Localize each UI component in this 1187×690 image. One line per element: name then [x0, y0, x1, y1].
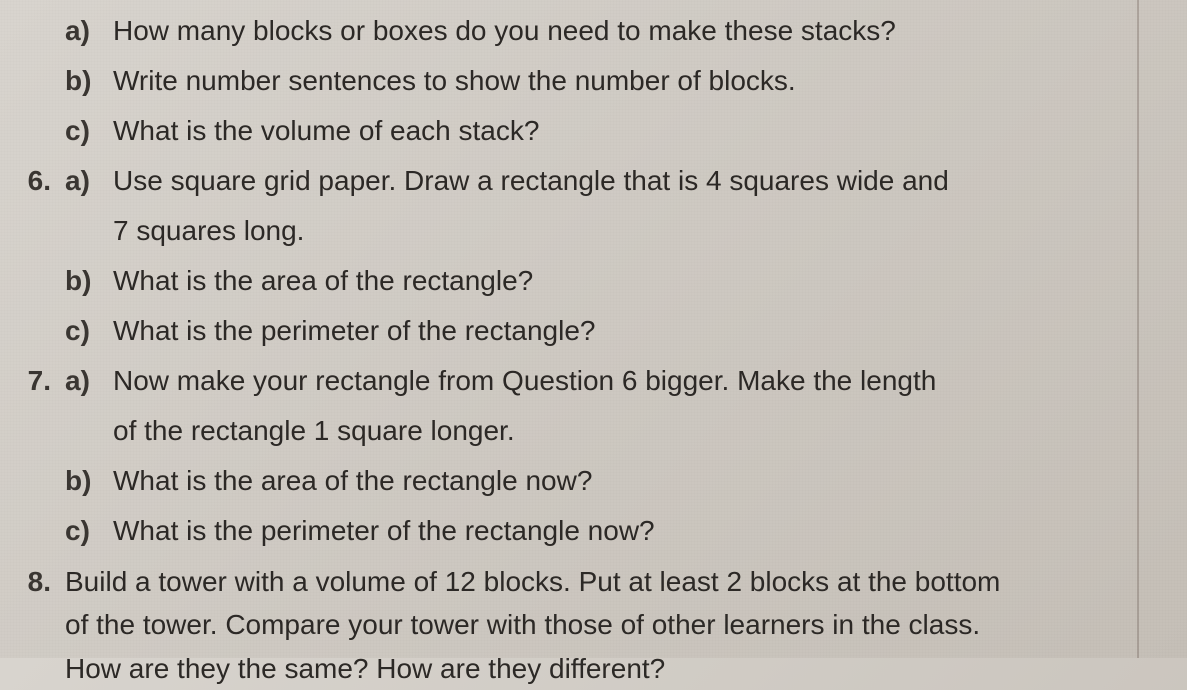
q8-line3: How are they the same? How are they diff…: [65, 647, 1137, 690]
q7c-text: What is the perimeter of the rectangle n…: [113, 510, 1137, 552]
q5a-text: How many blocks or boxes do you need to …: [113, 10, 1137, 52]
q5c-letter: c): [65, 110, 113, 152]
q5a-letter: a): [65, 10, 113, 52]
q5b-row: b) Write number sentences to show the nu…: [65, 60, 1137, 102]
q7-number: 7.: [15, 360, 65, 402]
q6a-letter: a): [65, 160, 113, 202]
q5a-row: a) How many blocks or boxes do you need …: [65, 10, 1137, 52]
q7a-text: Now make your rectangle from Question 6 …: [113, 360, 1137, 402]
q6-number: 6.: [15, 160, 65, 202]
q7a-row: 7. a) Now make your rectangle from Quest…: [15, 360, 1137, 402]
q5c-text: What is the volume of each stack?: [113, 110, 1137, 152]
q7a-cont: of the rectangle 1 square longer.: [113, 410, 1137, 452]
q8-line1: Build a tower with a volume of 12 blocks…: [65, 560, 1000, 603]
q6a-cont: 7 squares long.: [113, 210, 1137, 252]
q8-number: 8.: [15, 560, 65, 603]
q6b-letter: b): [65, 260, 113, 302]
q7b-text: What is the area of the rectangle now?: [113, 460, 1137, 502]
q6a-row: 6. a) Use square grid paper. Draw a rect…: [15, 160, 1137, 202]
q5b-letter: b): [65, 60, 113, 102]
q6a-text: Use square grid paper. Draw a rectangle …: [113, 160, 1137, 202]
q7c-row: c) What is the perimeter of the rectangl…: [65, 510, 1137, 552]
q6c-text: What is the perimeter of the rectangle?: [113, 310, 1137, 352]
q6b-row: b) What is the area of the rectangle?: [65, 260, 1137, 302]
q8-block: 8. Build a tower with a volume of 12 blo…: [65, 560, 1137, 690]
q6c-row: c) What is the perimeter of the rectangl…: [65, 310, 1137, 352]
q6c-letter: c): [65, 310, 113, 352]
q6b-text: What is the area of the rectangle?: [113, 260, 1137, 302]
q8-line2: of the tower. Compare your tower with th…: [65, 603, 1137, 646]
q8-row1: 8. Build a tower with a volume of 12 blo…: [15, 560, 1137, 603]
q7b-letter: b): [65, 460, 113, 502]
q7b-row: b) What is the area of the rectangle now…: [65, 460, 1137, 502]
q5b-text: Write number sentences to show the numbe…: [113, 60, 1137, 102]
q7a-letter: a): [65, 360, 113, 402]
q5c-row: c) What is the volume of each stack?: [65, 110, 1137, 152]
q7c-letter: c): [65, 510, 113, 552]
